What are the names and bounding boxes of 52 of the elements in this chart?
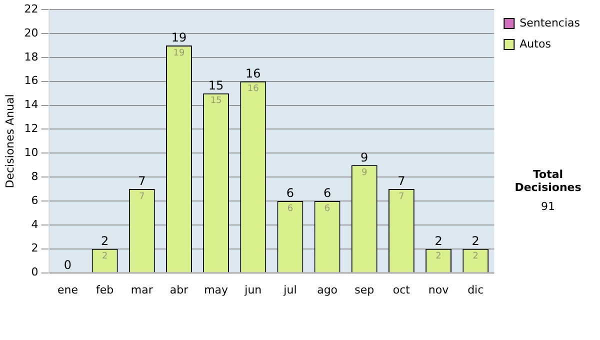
y-tick-label: 8 [31, 170, 38, 183]
y-tick-label: 20 [24, 26, 38, 40]
x-tick-label: oct [392, 283, 411, 296]
y-tick-label: 0 [31, 266, 38, 279]
x-tick-label: may [204, 283, 229, 296]
x-tick-label: feb [96, 283, 114, 296]
data-label: 2 [436, 252, 442, 262]
total-label: 6 [323, 186, 332, 200]
y-tick-label: 10 [24, 146, 38, 160]
y-tick-label: 16 [24, 74, 38, 88]
y-axis-title: Decisiones Anual [3, 94, 16, 188]
total-label: 19 [171, 30, 187, 45]
data-label: 7 [398, 192, 404, 202]
x-tick-label: sep [354, 283, 374, 296]
total-label: 6 [286, 186, 294, 200]
data-label: 7 [139, 192, 145, 202]
y-tick-label: 14 [24, 98, 38, 112]
data-label: 2 [102, 252, 108, 262]
y-tick-label: 6 [31, 194, 38, 207]
data-label: 15 [210, 96, 222, 106]
x-tick-label: dic [468, 283, 484, 296]
total-label: 0 [64, 258, 72, 272]
x-tick-label: ene [57, 283, 78, 296]
x-tick-label: jun [244, 283, 262, 296]
total-label: 2 [434, 234, 442, 248]
total-label: 7 [138, 174, 146, 188]
y-tick-label: 18 [24, 50, 38, 64]
y-tick-label: 2 [31, 242, 38, 255]
legend-label: Autos [520, 37, 552, 50]
y-tick-label: 22 [24, 2, 38, 16]
x-tick-label: nov [428, 283, 450, 296]
total-label: 16 [245, 66, 261, 81]
data-label: 16 [247, 84, 260, 94]
y-tick-label: 12 [24, 122, 38, 136]
data-label: 2 [472, 252, 478, 262]
total-label: 9 [360, 150, 368, 164]
data-label: 6 [287, 204, 294, 214]
data-label: 9 [362, 168, 368, 178]
total-label: 2 [472, 234, 480, 248]
legend-label: Sentencias [520, 16, 580, 30]
data-label: 19 [173, 48, 185, 58]
x-tick-label: jul [282, 283, 297, 296]
text: Total Decisiones [514, 168, 582, 194]
x-tick-label: abr [170, 283, 189, 296]
x-tick-label: ago [317, 283, 338, 296]
y-tick-label: 4 [31, 218, 38, 231]
total-label: 2 [100, 234, 109, 248]
data-label: 6 [324, 204, 330, 214]
text: 91 [540, 200, 556, 213]
total-label: 15 [208, 78, 224, 92]
x-tick-label: mar [130, 283, 154, 296]
total-label: 7 [398, 174, 406, 188]
